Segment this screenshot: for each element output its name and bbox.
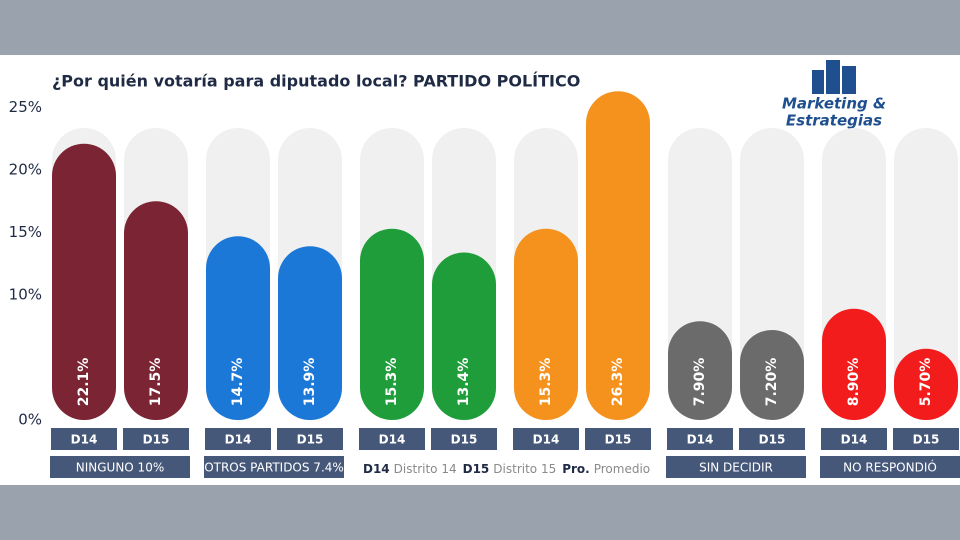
- bar: [278, 246, 342, 420]
- chart-title: ¿Por quién votaría para diputado local? …: [52, 72, 580, 91]
- group-box: [50, 456, 190, 478]
- value-label: 5.70%: [918, 358, 934, 407]
- x-tick-label: D14: [841, 433, 868, 447]
- brand: Estrategias: [786, 112, 882, 130]
- category-box: [51, 428, 117, 450]
- x-tick-label: D15: [605, 433, 632, 447]
- group-box: [666, 456, 806, 478]
- group-label: NO RESPONDIÓ: [843, 460, 937, 475]
- bar: [668, 321, 732, 420]
- value-label: 14.7%: [230, 358, 246, 407]
- y-tick-label: 25%: [9, 98, 42, 116]
- legend-text: Promedio: [594, 462, 650, 476]
- brand: Marketing &: [782, 95, 886, 113]
- category-box: [431, 428, 497, 450]
- category-box: [277, 428, 343, 450]
- bar-background: [894, 128, 958, 420]
- y-tick-label: 15%: [9, 223, 42, 241]
- bar: [432, 252, 496, 420]
- bar: [894, 348, 958, 420]
- logo: [842, 66, 856, 94]
- legend-key: D15: [463, 462, 490, 476]
- x-tick-label: D14: [71, 433, 98, 447]
- group-box: [820, 456, 960, 478]
- group-box: [204, 456, 344, 478]
- category-box: [739, 428, 805, 450]
- y-tick-label: 0%: [18, 411, 42, 429]
- legend-text: Distrito 14: [394, 462, 457, 476]
- y-tick-label: 10%: [9, 286, 42, 304]
- x-tick-label: D15: [297, 433, 324, 447]
- value-label: 22.1%: [76, 358, 92, 407]
- category-box: [513, 428, 579, 450]
- value-label: 15.3%: [384, 358, 400, 407]
- value-label: 15.3%: [538, 358, 554, 407]
- category-box: [205, 428, 271, 450]
- group-label: SIN DECIDIR: [699, 461, 773, 475]
- legend-key: D14: [363, 462, 390, 476]
- category-box: [585, 428, 651, 450]
- x-tick-label: D14: [379, 433, 406, 447]
- bar: [514, 228, 578, 420]
- logo: [812, 70, 824, 94]
- group-label: NINGUNO 10%: [76, 461, 164, 475]
- category-box: [359, 428, 425, 450]
- legend: D14 Distrito 14 D15 Distrito 15 Pro. Promedio: [363, 462, 650, 476]
- legend-text: Distrito 15: [493, 462, 556, 476]
- category-box: [123, 428, 189, 450]
- x-tick-label: D15: [759, 433, 786, 447]
- value-label: 7.90%: [692, 358, 708, 407]
- x-tick-label: D14: [225, 433, 252, 447]
- value-label: 26.3%: [610, 358, 626, 407]
- bar: [52, 143, 116, 420]
- bar: [206, 236, 270, 420]
- value-label: 17.5%: [148, 358, 164, 407]
- x-tick-label: D14: [533, 433, 560, 447]
- x-tick-label: D15: [143, 433, 170, 447]
- group-label: OTROS PARTIDOS 7.4%: [204, 461, 344, 475]
- logo: [826, 60, 840, 94]
- category-box: [893, 428, 959, 450]
- legend-key: Pro.: [562, 462, 590, 476]
- bar: [586, 91, 650, 420]
- bar: [360, 228, 424, 420]
- value-label: 13.4%: [456, 358, 472, 407]
- category-box: [821, 428, 887, 450]
- bar: [740, 330, 804, 420]
- x-tick-label: D15: [913, 433, 940, 447]
- value-label: 8.90%: [846, 358, 862, 407]
- x-tick-label: D15: [451, 433, 478, 447]
- x-tick-label: D14: [687, 433, 714, 447]
- y-tick-label: 20%: [9, 161, 42, 179]
- value-label: 7.20%: [764, 358, 780, 407]
- bar: [822, 308, 886, 420]
- category-box: [667, 428, 733, 450]
- value-label: 13.9%: [302, 358, 318, 407]
- bar: [124, 201, 188, 420]
